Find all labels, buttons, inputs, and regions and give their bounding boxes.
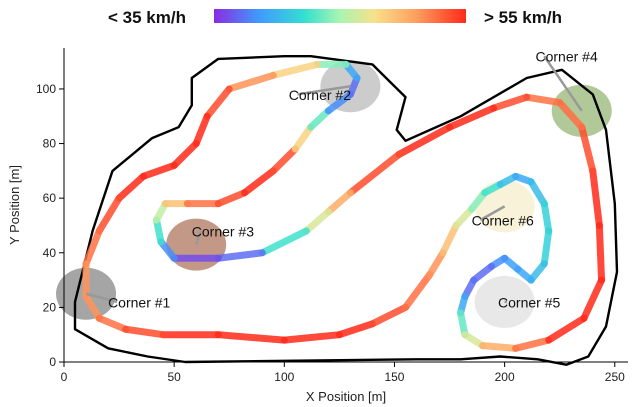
racing-line-segment	[324, 90, 354, 115]
annotation-leader	[194, 230, 202, 245]
racing-line-segment	[335, 320, 376, 339]
racing-line-segment	[540, 227, 553, 268]
x-tick-label: 250	[605, 370, 625, 384]
racing-line-segment	[452, 205, 476, 229]
annotation-leader	[479, 205, 506, 222]
racing-line-segment	[523, 93, 564, 107]
racing-line-segment	[192, 112, 211, 148]
racing-line-segment	[115, 172, 147, 202]
annotation-leader	[297, 84, 351, 96]
y-tick-label: 80	[43, 137, 57, 151]
racing-line-segment	[203, 85, 233, 120]
annotation-leader	[85, 292, 118, 304]
racing-line-segment	[446, 104, 498, 131]
racing-line-segment	[82, 227, 103, 268]
racing-line-segment	[346, 150, 403, 197]
y-tick-label: 0	[49, 355, 56, 369]
racing-line-segment	[82, 292, 103, 322]
racing-line-segment	[368, 303, 409, 328]
racing-line-segment	[457, 309, 469, 339]
y-ticks: 0 20 40 60 80 100	[36, 82, 64, 369]
x-tick-label: 0	[61, 370, 68, 384]
racing-line-segment	[307, 107, 332, 131]
racing-line-segment	[545, 314, 588, 344]
racing-line-segment	[214, 249, 266, 262]
racing-line-segment	[468, 189, 489, 213]
colorbar	[214, 9, 466, 23]
racing-line-segment	[269, 145, 299, 175]
racing-line-segment	[470, 262, 495, 284]
x-axis-label: X Position [m]	[306, 389, 386, 404]
racing-line-segment	[241, 167, 277, 197]
racing-line-segment	[170, 140, 200, 169]
y-tick-label: 100	[36, 82, 56, 96]
plot-area: Corner #1 Corner #2 Corner #3 Corner #4 Corn…	[56, 49, 619, 366]
racing-line-segment	[556, 99, 586, 131]
y-tick-label: 20	[43, 300, 57, 314]
corner-label-6: Corner #6	[472, 212, 534, 228]
racing-line-segment	[225, 71, 277, 93]
x-tick-label: 150	[384, 370, 404, 384]
racing-line-segment	[527, 178, 548, 208]
racing-line-segment	[589, 167, 603, 229]
corner-label-1: Corner #1	[108, 294, 170, 310]
racing-line-segment	[214, 331, 288, 344]
x-tick-label: 100	[274, 370, 294, 384]
racing-line-segment	[95, 314, 130, 333]
x-ticks: 0 50 100 150 200 250	[61, 362, 625, 384]
colorbar-max-label: > 55 km/h	[484, 8, 562, 27]
racing-line-segment	[153, 216, 165, 246]
x-tick-label: 200	[495, 370, 515, 384]
racing-line-segment	[479, 342, 520, 352]
track-outer-border	[73, 55, 619, 366]
racing-line-segment	[269, 60, 321, 79]
y-axis-label: Y Position [m]	[7, 165, 22, 245]
racing-line-segment	[527, 260, 548, 284]
racing-line-segment	[490, 93, 531, 112]
racing-line-segment	[324, 189, 354, 216]
x-tick-label: 50	[167, 370, 181, 384]
racing-line-segment	[214, 189, 249, 208]
racing-line-segment	[401, 271, 434, 311]
racing-line-segment	[578, 123, 597, 175]
racing-line-segment	[95, 194, 123, 235]
racing-line-segment	[540, 200, 553, 235]
colorbar-min-label: < 35 km/h	[108, 8, 186, 27]
y-tick-label: 60	[43, 191, 57, 205]
racing-line-segment	[122, 325, 167, 339]
racing-line-segment	[258, 227, 310, 257]
annotation-leader	[543, 55, 583, 112]
corner-label-4: Corner #4	[535, 49, 597, 65]
racing-line-segment	[302, 208, 332, 235]
racing-line-segment	[595, 221, 606, 284]
corner-label-2: Corner #2	[289, 87, 351, 103]
racing-line-segment	[439, 221, 460, 257]
racing-line-segment	[280, 331, 343, 344]
racing-line-segment	[512, 336, 553, 352]
racing-line-segment	[426, 249, 447, 279]
corner-label-5: Corner #5	[498, 294, 560, 310]
racing-line-segment	[291, 123, 315, 153]
axes	[63, 48, 628, 363]
racing-line-segment	[580, 276, 606, 322]
racing-line-segment	[157, 238, 178, 262]
corner-label-3: Corner #3	[192, 223, 254, 239]
racing-line-segment	[395, 123, 454, 158]
y-tick-label: 40	[43, 246, 57, 260]
racing-line-segment	[139, 161, 178, 180]
